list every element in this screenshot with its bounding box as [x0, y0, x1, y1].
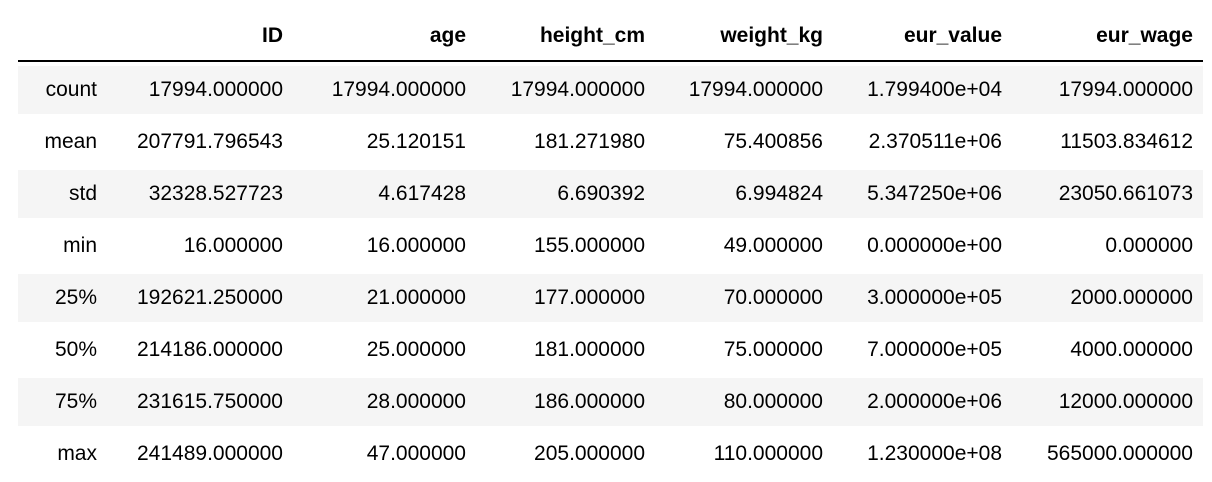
- cell-value: 177.000000: [534, 286, 645, 309]
- cell-value: 4.617428: [378, 182, 466, 205]
- cell-value: 23050.661073: [1058, 182, 1193, 205]
- cell-value: 11503.834612: [1060, 130, 1193, 153]
- describe-table: ID age height_cm weight_kg eur_value eur_wage…: [18, 8, 1203, 482]
- cell-value: 214186.000000: [137, 338, 283, 361]
- cell-value: 0.000000: [1105, 234, 1193, 257]
- cell-value: 6.690392: [557, 182, 645, 205]
- column-header: weight_kg: [655, 12, 833, 62]
- header-row: ID age height_cm weight_kg eur_value eur_wage: [18, 12, 1203, 62]
- table-row: max 241489.000000 47.000000 205.000000 110.0…: [18, 430, 1203, 478]
- index-column-header: [18, 12, 107, 62]
- cell-value: 181.271980: [534, 130, 645, 153]
- row-label: 25%: [54, 286, 97, 309]
- table-row: mean 207791.796543 25.120151 181.271980 75.4…: [18, 118, 1203, 166]
- cell-value: 5.347250e+06: [867, 182, 1002, 205]
- cell-value: 1.799400e+04: [867, 78, 1002, 101]
- cell-value: 32328.527723: [148, 182, 283, 205]
- cell-value: 28.000000: [366, 390, 466, 413]
- cell-value: 17994.000000: [331, 78, 466, 101]
- cell-value: 2000.000000: [1070, 286, 1193, 309]
- cell-value: 1.230000e+08: [867, 442, 1002, 465]
- cell-value: 17994.000000: [510, 78, 645, 101]
- cell-value: 155.000000: [534, 234, 645, 257]
- cell-value: 110.000000: [713, 442, 823, 465]
- column-header: height_cm: [476, 12, 655, 62]
- cell-value: 186.000000: [534, 390, 645, 413]
- cell-value: 4000.000000: [1070, 338, 1193, 361]
- table-row: min 16.000000 16.000000 155.000000 49.000000…: [18, 222, 1203, 270]
- row-label: mean: [44, 130, 97, 153]
- cell-value: 3.000000e+05: [867, 286, 1002, 309]
- column-header: ID: [107, 12, 293, 62]
- cell-value: 75.000000: [723, 338, 823, 361]
- cell-value: 7.000000e+05: [867, 338, 1002, 361]
- cell-value: 25.000000: [366, 338, 466, 361]
- cell-value: 241489.000000: [137, 442, 283, 465]
- column-header: eur_value: [833, 12, 1012, 62]
- row-label: max: [57, 442, 97, 465]
- row-label: min: [63, 234, 97, 257]
- cell-value: 207791.796543: [137, 130, 283, 153]
- row-label: std: [68, 182, 97, 205]
- row-label: 75%: [54, 390, 97, 413]
- row-label: count: [45, 78, 97, 101]
- cell-value: 205.000000: [534, 442, 645, 465]
- cell-value: 17994.000000: [1058, 78, 1193, 101]
- table-row: count 17994.000000 17994.000000 17994.00000…: [18, 66, 1203, 114]
- cell-value: 16.000000: [366, 234, 466, 257]
- cell-value: 565000.000000: [1047, 442, 1193, 465]
- cell-value: 2.000000e+06: [867, 390, 1002, 413]
- table-row: std 32328.527723 4.617428 6.690392 6.994824 5…: [18, 170, 1203, 218]
- cell-value: 231615.750000: [137, 390, 283, 413]
- table-row: 75% 231615.750000 28.000000 186.000000 80.00…: [18, 378, 1203, 426]
- cell-value: 6.994824: [735, 182, 823, 205]
- column-header: age: [293, 12, 476, 62]
- table-body: count 17994.000000 17994.000000 17994.00000…: [18, 66, 1203, 478]
- table-row: 25% 192621.250000 21.000000 177.000000 70.00…: [18, 274, 1203, 322]
- cell-value: 12000.000000: [1058, 390, 1193, 413]
- cell-value: 49.000000: [723, 234, 823, 257]
- cell-value: 192621.250000: [137, 286, 283, 309]
- cell-value: 80.000000: [723, 390, 823, 413]
- cell-value: 75.400856: [723, 130, 823, 153]
- cell-value: 181.000000: [534, 338, 645, 361]
- cell-value: 2.370511e+06: [868, 130, 1002, 153]
- column-header: eur_wage: [1012, 12, 1203, 62]
- cell-value: 25.120151: [366, 130, 466, 153]
- cell-value: 21.000000: [366, 286, 466, 309]
- cell-value: 0.000000e+00: [867, 234, 1002, 257]
- table-row: 50% 214186.000000 25.000000 181.000000 75.00…: [18, 326, 1203, 374]
- cell-value: 17994.000000: [148, 78, 283, 101]
- cell-value: 17994.000000: [688, 78, 823, 101]
- cell-value: 47.000000: [366, 442, 466, 465]
- cell-value: 70.000000: [723, 286, 823, 309]
- cell-value: 16.000000: [183, 234, 283, 257]
- row-label: 50%: [54, 338, 97, 361]
